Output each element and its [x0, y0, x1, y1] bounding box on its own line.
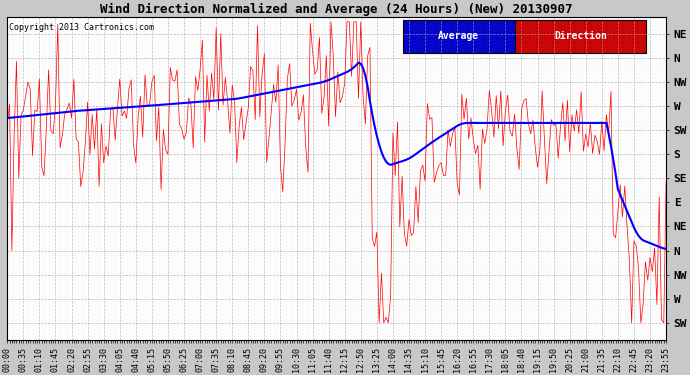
FancyBboxPatch shape: [402, 20, 515, 53]
FancyBboxPatch shape: [515, 20, 647, 53]
Title: Wind Direction Normalized and Average (24 Hours) (New) 20130907: Wind Direction Normalized and Average (2…: [101, 3, 573, 16]
Text: Copyright 2013 Cartronics.com: Copyright 2013 Cartronics.com: [9, 24, 155, 33]
Text: Direction: Direction: [554, 32, 607, 41]
Text: Average: Average: [438, 32, 479, 41]
